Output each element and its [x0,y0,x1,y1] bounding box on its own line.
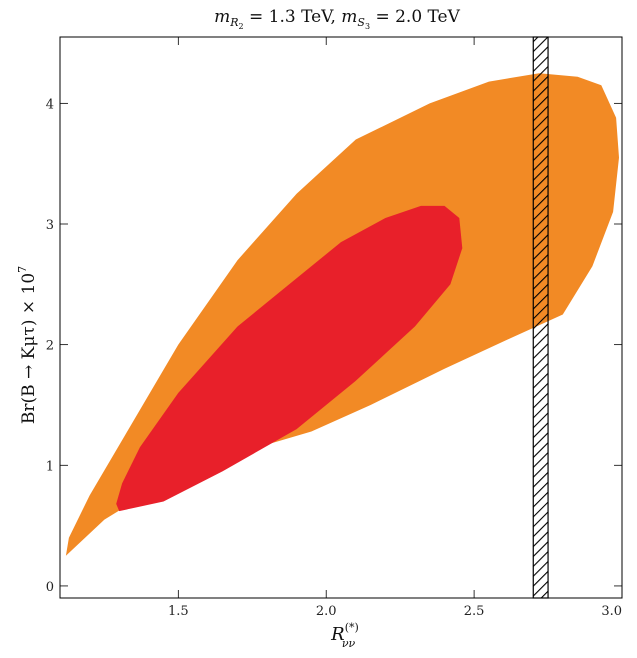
x-axis-title: R(*) νν [330,621,359,650]
title-sub-sub-1: 2 [239,22,244,31]
y-title-text: Br(B → Kμτ) × 10 [19,273,39,424]
x-title-sup: (*) [345,621,359,634]
x-tick-label-2.5: 2.5 [464,604,485,619]
region-inner [116,205,463,512]
title-sub-var-1: R [229,16,238,29]
x-tick-label-2.0: 2.0 [316,604,337,619]
exclusion-band [532,36,549,599]
chart-title: mR2 = 1.3 TeV, mS3 = 2.0 TeV [214,7,461,31]
plot-frame [59,36,623,599]
y-tick-label-3: 3 [46,218,54,233]
title-value-1: = 1.3 TeV, [244,7,342,27]
x-title-sub: νν [342,637,356,650]
y-tick-label-2: 2 [46,339,54,354]
title-sub-var-2: S [357,16,365,29]
title-var-1: m [214,7,230,27]
y-tick-label-4: 4 [46,97,54,112]
title-var-2: m [341,7,357,27]
y-title-exp: 7 [16,266,29,273]
y-tick-label-0: 0 [46,580,54,595]
x-title-base: R [330,624,345,645]
y-axis-title: Br(B → Kμτ) × 107 [16,266,39,424]
y-tick-label-1: 1 [46,459,54,474]
title-value-2: = 2.0 TeV [370,7,461,27]
title-sub-sub-2: 3 [365,22,370,31]
x-tick-label-3.0: 3.0 [601,604,622,619]
x-tick-label-1.5: 1.5 [168,604,189,619]
